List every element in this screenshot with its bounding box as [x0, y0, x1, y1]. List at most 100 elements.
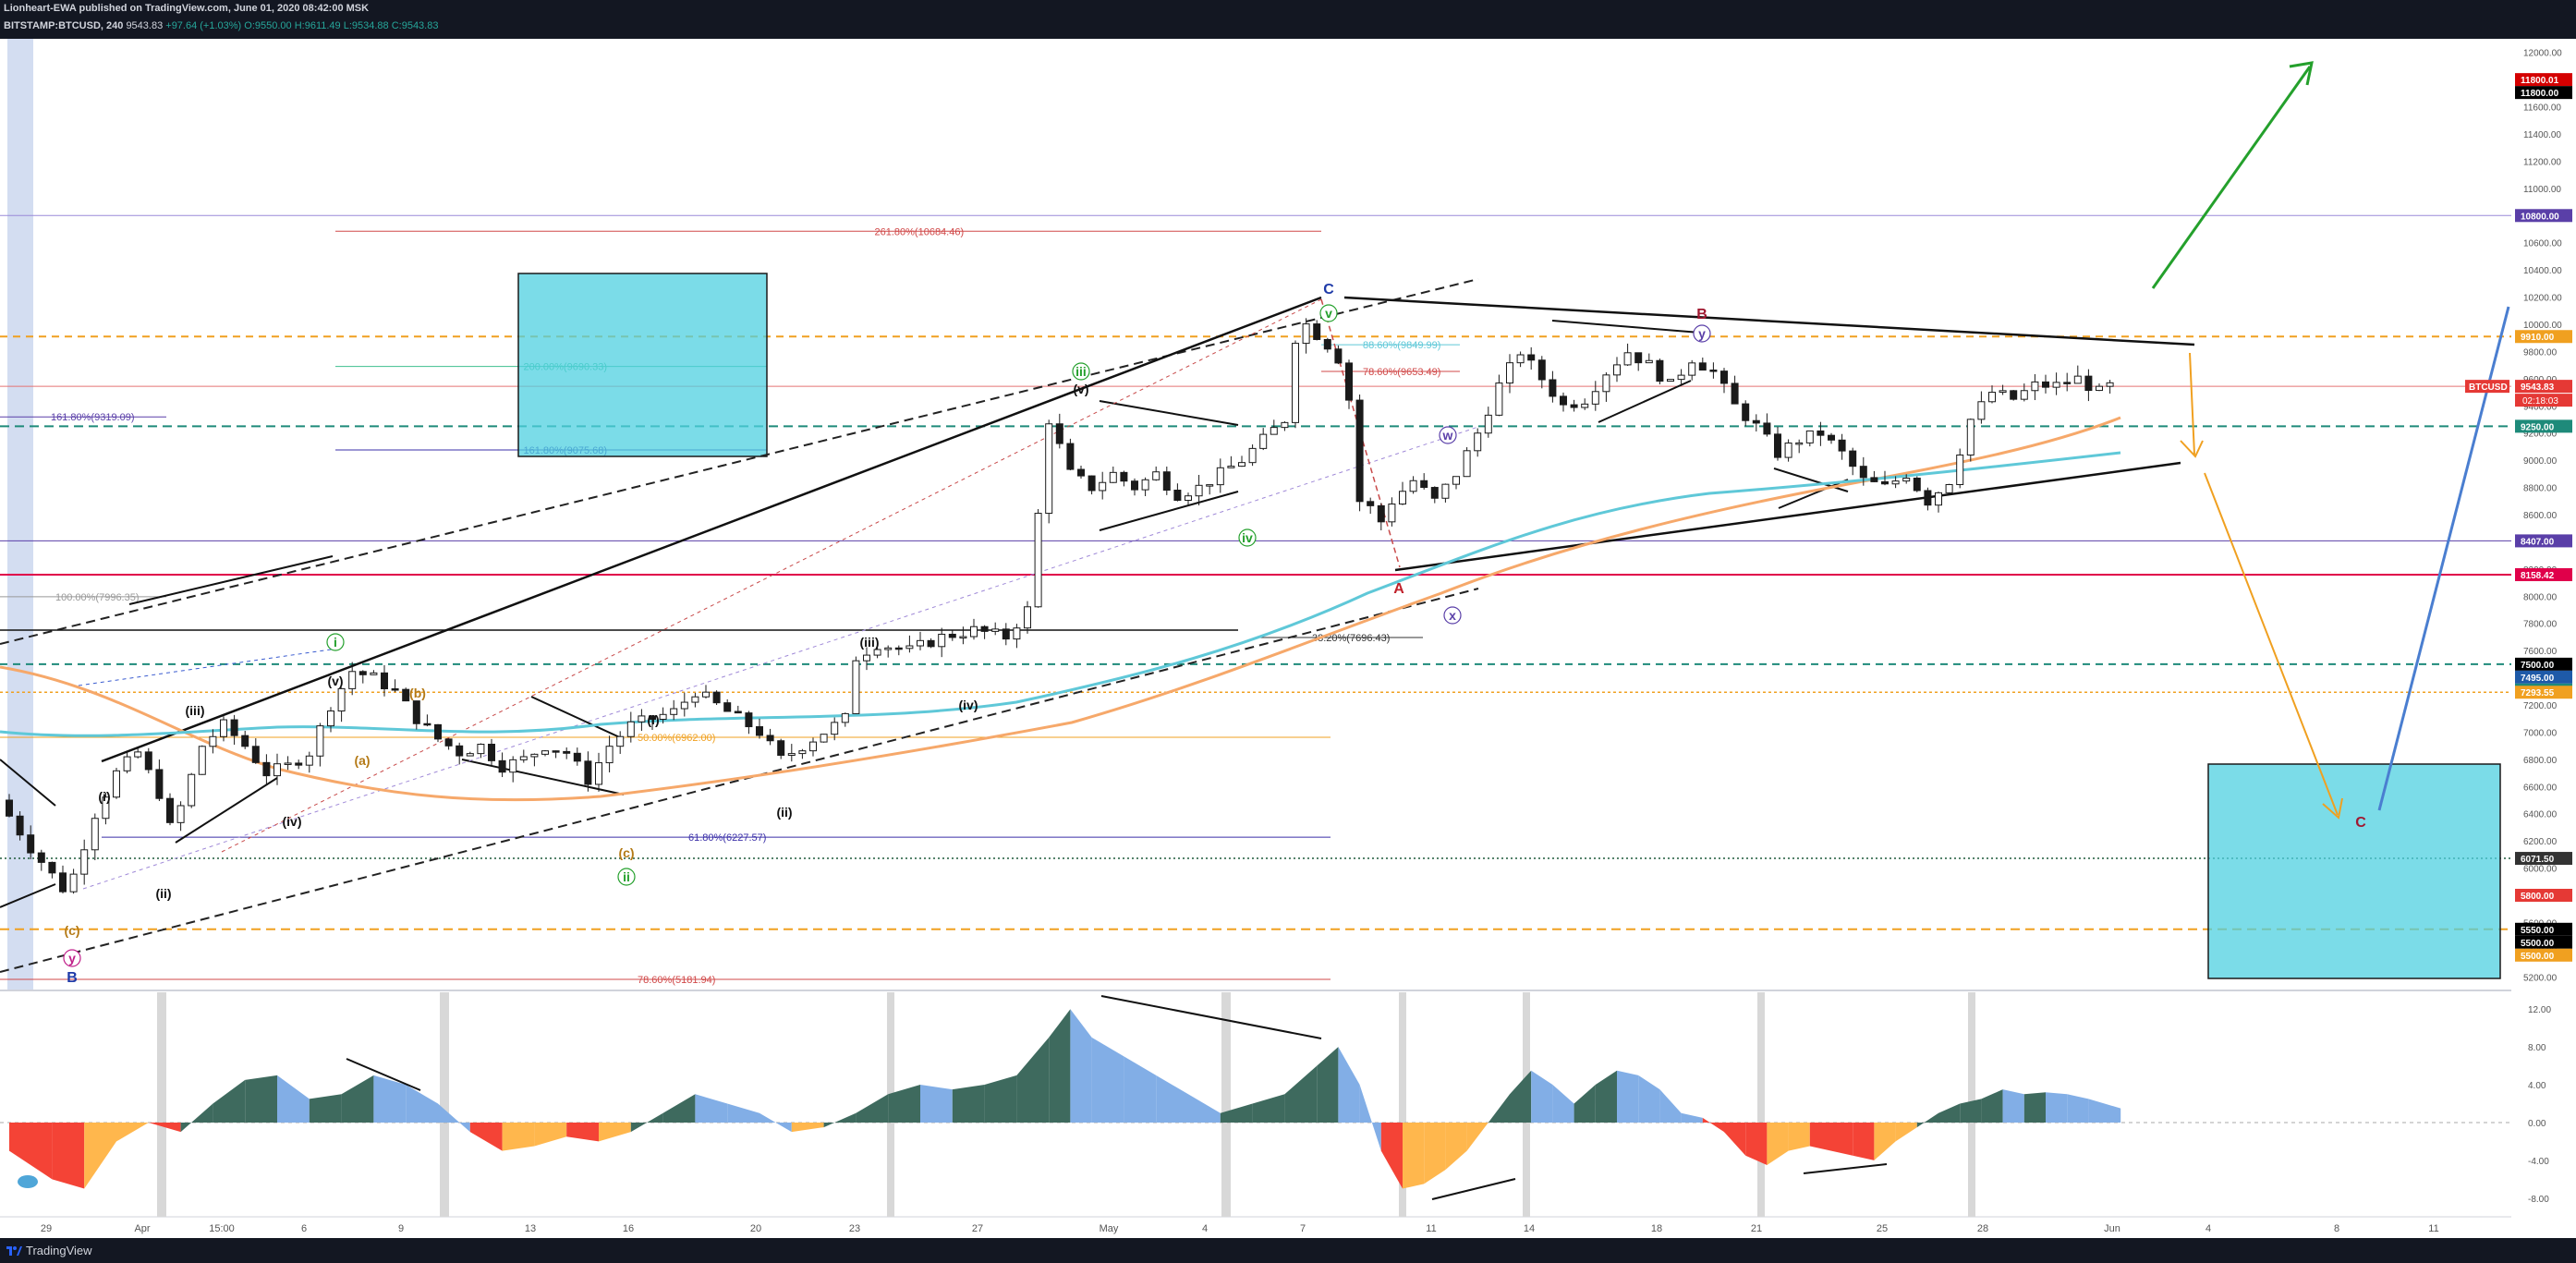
- oscillator-bar: [1809, 1122, 1831, 1151]
- candle-body: [649, 715, 656, 721]
- candle-body: [176, 805, 185, 823]
- wave-label[interactable]: B: [67, 970, 78, 986]
- wave-label[interactable]: B: [1696, 307, 1707, 322]
- wave-label[interactable]: iii: [1075, 364, 1087, 379]
- wave-label[interactable]: y: [68, 951, 76, 965]
- ma-orange[interactable]: [0, 416, 2121, 802]
- wave-label[interactable]: i: [334, 635, 337, 650]
- wave-label[interactable]: v: [1325, 306, 1332, 321]
- orange-arrowhead-2: [2322, 797, 2343, 820]
- wave-label[interactable]: (i): [647, 712, 659, 727]
- candle-body: [1742, 403, 1750, 421]
- wave-label[interactable]: (v): [1073, 382, 1088, 396]
- level-price-tag: [2515, 852, 2572, 866]
- candle-body: [1248, 447, 1257, 464]
- symbol-interval[interactable]: BITSTAMP:BTCUSD, 240: [4, 20, 124, 31]
- oscillator-bar: [469, 1122, 503, 1151]
- target-box-upper[interactable]: [517, 273, 768, 457]
- candle-body: [1560, 395, 1567, 406]
- wave-label[interactable]: (iv): [283, 814, 302, 829]
- channel-lower-dashed[interactable]: [0, 588, 1479, 973]
- wave-label[interactable]: C: [1323, 282, 1334, 298]
- wave-label[interactable]: (b): [409, 686, 426, 700]
- candle-body: [691, 696, 699, 703]
- wave-label[interactable]: ii: [623, 869, 630, 884]
- triangle-a-upper[interactable]: [530, 696, 625, 740]
- triangle-c-lower[interactable]: [1778, 479, 1849, 509]
- level-price-tag: [2515, 922, 2572, 936]
- target-box-lower[interactable]: [2207, 763, 2501, 979]
- candle-body: [1099, 481, 1107, 492]
- triangle-lower[interactable]: [1394, 461, 2181, 572]
- wave-label[interactable]: (v): [327, 674, 343, 688]
- channel-upper-solid[interactable]: [101, 296, 1322, 763]
- wave-label[interactable]: (iv): [959, 698, 978, 712]
- wedge-upper[interactable]: [1551, 320, 1701, 334]
- candle-body: [1527, 354, 1536, 361]
- oscillator-bar: [759, 1112, 792, 1133]
- level-price-tag: [2515, 567, 2572, 581]
- candle-body: [2042, 381, 2049, 388]
- level-price-tag: [2515, 534, 2572, 548]
- triangle-a-lower[interactable]: [461, 759, 625, 795]
- impulse-upper[interactable]: [128, 555, 334, 605]
- left-wedge-lower[interactable]: [0, 883, 56, 908]
- oscillator-bar: [9, 1122, 53, 1180]
- triangle-b-upper[interactable]: [1099, 400, 1239, 426]
- wave-label[interactable]: A: [1393, 581, 1404, 597]
- wave-label[interactable]: C: [2355, 815, 2366, 831]
- oscillator-bar: [888, 1085, 920, 1123]
- level-price-tag-label: 6071.50: [2521, 855, 2555, 865]
- candle-body: [2020, 390, 2028, 400]
- level-price-tag-label: 8158.42: [2521, 571, 2555, 581]
- candle-body: [1731, 383, 1739, 405]
- wave-label[interactable]: (ii): [776, 805, 792, 820]
- level-price-tag-label: 7495.00: [2521, 674, 2555, 684]
- chart-svg[interactable]: 261.80%(10684.46)200.00%(9690.33)161.80%…: [0, 39, 2576, 1238]
- divergence-line[interactable]: [1803, 1163, 1888, 1174]
- oscillator-band: [159, 992, 166, 1217]
- orange-arrow-2[interactable]: [2204, 472, 2339, 816]
- candle-body: [638, 715, 646, 723]
- wave-label[interactable]: y: [1698, 326, 1706, 341]
- left-wedge-upper[interactable]: [0, 759, 56, 807]
- tradingview-brand[interactable]: TradingView: [26, 1244, 92, 1257]
- wave-label[interactable]: x: [1449, 608, 1456, 623]
- oscillator-bar: [534, 1122, 567, 1147]
- divergence-line[interactable]: [1100, 995, 1322, 1039]
- wave-label[interactable]: (iii): [860, 635, 880, 650]
- chart-area[interactable]: 261.80%(10684.46)200.00%(9690.33)161.80%…: [0, 39, 2576, 1238]
- candle-body: [327, 710, 334, 727]
- oscillator-bar: [856, 1094, 889, 1123]
- wave-label[interactable]: iv: [1242, 530, 1253, 545]
- ma-teal[interactable]: [0, 451, 2121, 737]
- triangle-upper[interactable]: [1343, 296, 2195, 346]
- candle-body: [1077, 468, 1085, 477]
- triangle-b-lower[interactable]: [1099, 491, 1239, 531]
- wave-label[interactable]: (a): [354, 753, 370, 768]
- wave-label[interactable]: (i): [98, 789, 110, 804]
- wave-label[interactable]: w: [1442, 428, 1453, 443]
- wave-label[interactable]: (ii): [155, 886, 171, 901]
- orange-arrow-1[interactable]: [2189, 352, 2195, 455]
- wave-label[interactable]: (iii): [186, 703, 205, 718]
- oscillator-bar: [1016, 1037, 1050, 1123]
- wave-label[interactable]: (c): [64, 923, 79, 938]
- channel-upper-dashed[interactable]: [0, 278, 1479, 645]
- oscillator-bar: [1617, 1070, 1639, 1123]
- impulse-lower[interactable]: [175, 777, 278, 844]
- candle-body: [980, 625, 989, 632]
- wave-label[interactable]: (c): [618, 845, 634, 860]
- candle-body: [1013, 627, 1021, 640]
- oscillator-bar: [1156, 1075, 1188, 1123]
- oscillator-bar: [599, 1122, 631, 1142]
- footer-bar: TradingView: [0, 1238, 2576, 1263]
- divergence-line[interactable]: [346, 1058, 421, 1091]
- candle-body: [1152, 471, 1160, 480]
- bull-arrow[interactable]: [2151, 66, 2312, 289]
- oscillator-bar: [1188, 1094, 1221, 1123]
- divergence-line[interactable]: [1431, 1178, 1516, 1200]
- candle-body: [519, 756, 528, 760]
- wave-circle: [1693, 324, 1711, 343]
- wedge-lower[interactable]: [1598, 380, 1692, 423]
